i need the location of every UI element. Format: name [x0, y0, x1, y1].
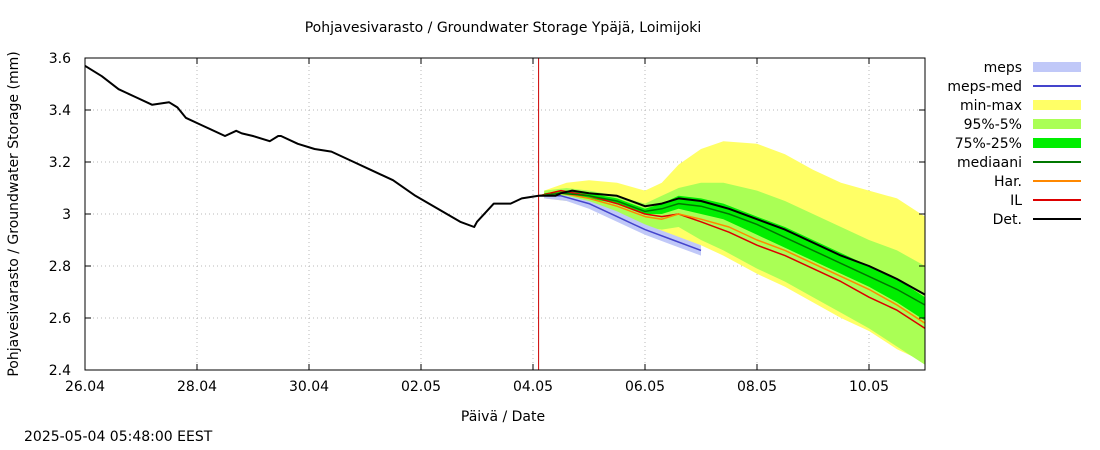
legend-label: 75%-25% — [955, 136, 1022, 152]
series-det- — [84, 64, 926, 296]
legend-label: Det. — [993, 212, 1022, 228]
legend-swatch — [1033, 138, 1081, 148]
legend-label: IL — [1010, 193, 1022, 209]
series-meps-med — [538, 195, 702, 252]
x-tick-label: 26.04 — [65, 379, 105, 395]
legend-label: mediaani — [957, 155, 1022, 171]
x-axis-label: Päivä / Date — [461, 409, 545, 425]
band-meps — [544, 195, 701, 256]
x-tick-label: 02.05 — [401, 379, 441, 395]
band-95-5- — [544, 182, 925, 365]
x-tick-label: 08.05 — [737, 379, 777, 395]
y-tick-label: 2.4 — [49, 363, 71, 379]
forecast-bands — [544, 141, 925, 365]
legend-swatch — [1033, 62, 1081, 72]
y-axis-label: Pohjavesivarasto / Groundwater Storage (… — [6, 51, 22, 376]
series-lines — [84, 58, 926, 370]
x-tick-label: 28.04 — [177, 379, 217, 395]
legend-label: Har. — [994, 174, 1022, 190]
legend-label: 95%-5% — [964, 117, 1022, 133]
legend-swatch — [1033, 100, 1081, 110]
x-tick-label: 10.05 — [849, 379, 889, 395]
chart-title: Pohjavesivarasto / Groundwater Storage Y… — [305, 20, 702, 36]
legend-swatch — [1033, 119, 1081, 129]
y-tick-label: 3 — [62, 207, 71, 223]
y-tick-label: 3.4 — [49, 103, 71, 119]
x-tick-label: 30.04 — [289, 379, 329, 395]
y-tick-label: 3.2 — [49, 155, 71, 171]
x-tick-label: 04.05 — [513, 379, 553, 395]
legend: meps meps-med min-max 95%-5% 75%-25% mediaani… — [947, 60, 1081, 228]
series-il — [538, 189, 926, 330]
x-tick-label: 06.05 — [625, 379, 665, 395]
legend-label: meps-med — [947, 79, 1022, 95]
legend-label: meps — [984, 60, 1022, 76]
timestamp: 2025-05-04 05:48:00 EEST — [24, 429, 213, 445]
y-tick-label: 2.6 — [49, 311, 71, 327]
axis-ticks: 26.04 28.04 30.04 02.05 04.05 06.05 08.05 10.05… — [49, 51, 925, 395]
y-tick-label: 2.8 — [49, 259, 71, 275]
series-har- — [538, 192, 926, 324]
legend-label: min-max — [960, 98, 1022, 114]
y-tick-label: 3.6 — [49, 51, 71, 67]
series-mediaani — [538, 192, 926, 306]
